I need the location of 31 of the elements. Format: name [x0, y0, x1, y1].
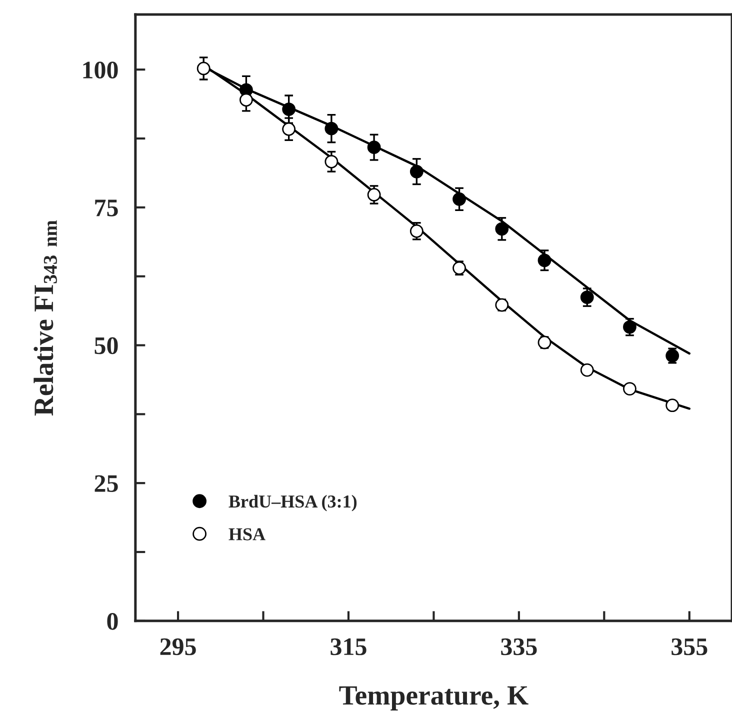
point — [666, 398, 680, 412]
y-tick-label: 50 — [94, 337, 118, 354]
point — [410, 164, 424, 178]
point — [623, 382, 636, 396]
point — [282, 122, 296, 136]
point — [324, 122, 338, 136]
point — [324, 154, 338, 168]
legend-label: BrdU–HSA (3:1) — [228, 494, 357, 512]
y-tick-label: 100 — [83, 62, 118, 78]
point — [495, 222, 509, 236]
point — [538, 254, 552, 268]
point — [580, 363, 594, 377]
x-axis-title: Temperature, K — [339, 686, 528, 710]
point — [367, 140, 381, 154]
point — [240, 93, 253, 107]
legend-label: HSA — [228, 528, 266, 540]
x-tick-label: 315 — [330, 638, 366, 656]
x-tick-label: 355 — [672, 638, 708, 656]
point — [580, 290, 594, 304]
point — [196, 62, 210, 76]
y-tick-label: 75 — [95, 200, 118, 216]
point — [623, 320, 636, 334]
y-axis-title: Relative FI$_{343 nm}$ — [34, 220, 57, 416]
x-tick-label: 295 — [160, 638, 196, 656]
point — [367, 188, 381, 202]
y-tick-label: 0 — [107, 612, 118, 630]
point — [282, 102, 296, 116]
point — [452, 192, 466, 206]
point — [410, 224, 424, 238]
x-tick-label: 335 — [501, 638, 537, 656]
y-tick-label: 25 — [94, 475, 118, 492]
